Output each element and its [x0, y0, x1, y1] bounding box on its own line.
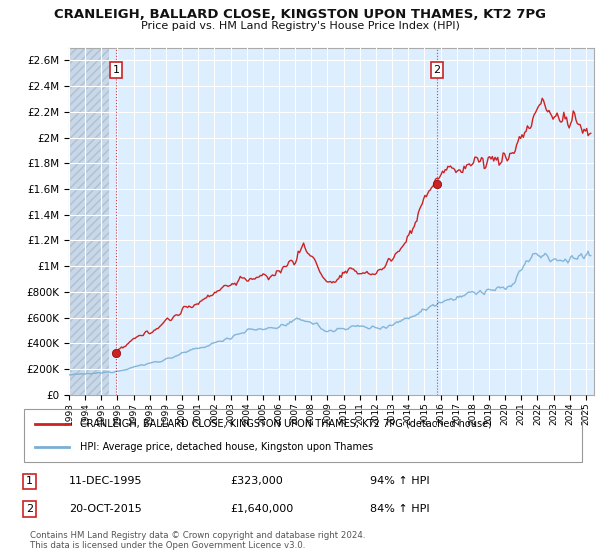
Bar: [69, 48, 109, 395]
Text: 94% ↑ HPI: 94% ↑ HPI: [370, 477, 430, 487]
Text: Contains HM Land Registry data © Crown copyright and database right 2024.
This d: Contains HM Land Registry data © Crown c…: [29, 531, 365, 550]
Text: Price paid vs. HM Land Registry's House Price Index (HPI): Price paid vs. HM Land Registry's House …: [140, 21, 460, 31]
Text: £323,000: £323,000: [230, 477, 283, 487]
Text: CRANLEIGH, BALLARD CLOSE, KINGSTON UPON THAMES, KT2 7PG (detached house): CRANLEIGH, BALLARD CLOSE, KINGSTON UPON …: [80, 419, 491, 429]
Text: HPI: Average price, detached house, Kingston upon Thames: HPI: Average price, detached house, King…: [80, 442, 373, 452]
Text: 20-OCT-2015: 20-OCT-2015: [68, 504, 142, 514]
Text: 11-DEC-1995: 11-DEC-1995: [68, 477, 142, 487]
Text: 2: 2: [434, 65, 441, 75]
Text: 1: 1: [113, 65, 119, 75]
Text: CRANLEIGH, BALLARD CLOSE, KINGSTON UPON THAMES, KT2 7PG: CRANLEIGH, BALLARD CLOSE, KINGSTON UPON …: [54, 8, 546, 21]
Text: 1: 1: [26, 477, 33, 487]
Text: £1,640,000: £1,640,000: [230, 504, 294, 514]
Text: 2: 2: [26, 504, 33, 514]
Text: 84% ↑ HPI: 84% ↑ HPI: [370, 504, 430, 514]
